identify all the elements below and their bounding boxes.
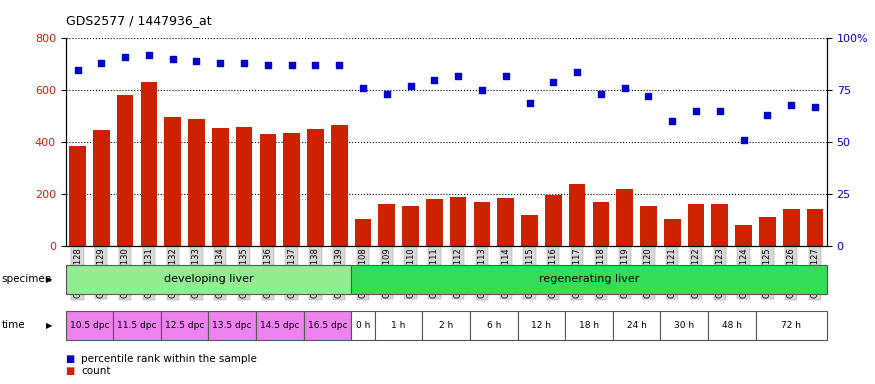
Text: 14.5 dpc: 14.5 dpc (260, 321, 299, 330)
Point (94, 60, 108, 66)
Text: regenerating liver: regenerating liver (539, 274, 639, 285)
Text: 10.5 dpc: 10.5 dpc (70, 321, 109, 330)
Text: 16.5 dpc: 16.5 dpc (307, 321, 347, 330)
Bar (473, 202, 490, 246)
Text: 18 h: 18 h (579, 321, 599, 330)
Point (499, 73, 513, 79)
Text: percentile rank within the sample: percentile rank within the sample (81, 354, 257, 364)
Point (760, 112, 774, 118)
Bar (616, 189, 633, 246)
Bar (260, 134, 276, 246)
Point (403, 83, 417, 89)
Point (71, 66, 85, 73)
Bar (522, 215, 538, 246)
Point (665, 118, 679, 124)
Bar (592, 202, 609, 246)
Point (332, 62, 346, 68)
Point (356, 85, 370, 91)
Bar (664, 218, 681, 246)
Bar (141, 83, 158, 246)
Text: 6 h: 6 h (487, 321, 501, 330)
Text: 13.5 dpc: 13.5 dpc (213, 321, 252, 330)
Bar (235, 126, 252, 246)
Point (308, 62, 322, 68)
Point (475, 87, 489, 93)
Bar (284, 133, 300, 246)
Point (261, 62, 275, 68)
Point (522, 99, 536, 106)
Text: count: count (81, 366, 111, 376)
Text: GDS2577 / 1447936_at: GDS2577 / 1447936_at (66, 14, 211, 27)
Point (784, 102, 798, 108)
Bar (331, 125, 347, 246)
Point (165, 56, 179, 62)
Bar (711, 204, 728, 246)
Text: 0 h: 0 h (356, 321, 370, 330)
Bar (807, 210, 823, 246)
Bar (379, 204, 396, 246)
Point (427, 77, 441, 83)
Text: developing liver: developing liver (164, 274, 253, 285)
Text: 30 h: 30 h (674, 321, 694, 330)
Text: 72 h: 72 h (781, 321, 802, 330)
Bar (93, 131, 109, 246)
Bar (760, 217, 776, 246)
Point (214, 60, 228, 66)
Text: 1 h: 1 h (391, 321, 406, 330)
Text: 48 h: 48 h (722, 321, 742, 330)
Text: 11.5 dpc: 11.5 dpc (117, 321, 157, 330)
Bar (545, 195, 562, 246)
Bar (497, 198, 514, 246)
Text: 12.5 dpc: 12.5 dpc (164, 321, 204, 330)
Point (380, 91, 394, 98)
Text: ▶: ▶ (46, 275, 52, 284)
Bar (164, 118, 181, 246)
Bar (735, 225, 752, 246)
Bar (640, 205, 657, 246)
Point (546, 79, 560, 85)
Bar (569, 184, 585, 246)
Text: ▶: ▶ (46, 321, 52, 330)
Bar (688, 204, 704, 246)
Point (808, 104, 822, 110)
Bar (783, 210, 800, 246)
Point (594, 91, 608, 98)
Bar (69, 146, 86, 246)
Point (190, 58, 204, 64)
Bar (307, 129, 324, 246)
Bar (116, 95, 133, 246)
Point (284, 62, 298, 68)
Text: 24 h: 24 h (626, 321, 647, 330)
Bar (426, 199, 443, 246)
Point (452, 73, 466, 79)
Point (641, 93, 655, 99)
Point (689, 108, 703, 114)
Point (570, 68, 584, 74)
Bar (212, 128, 228, 246)
Bar (402, 205, 419, 246)
Point (142, 52, 156, 58)
Text: 12 h: 12 h (531, 321, 551, 330)
Text: ■: ■ (66, 354, 75, 364)
Point (713, 108, 727, 114)
Bar (188, 119, 205, 246)
Point (618, 85, 632, 91)
Text: time: time (2, 320, 25, 331)
Text: 2 h: 2 h (439, 321, 453, 330)
Text: ■: ■ (66, 366, 75, 376)
Point (118, 54, 132, 60)
Bar (450, 197, 466, 246)
Text: specimen: specimen (2, 274, 52, 285)
Point (737, 137, 751, 143)
Bar (354, 218, 371, 246)
Point (237, 60, 251, 66)
